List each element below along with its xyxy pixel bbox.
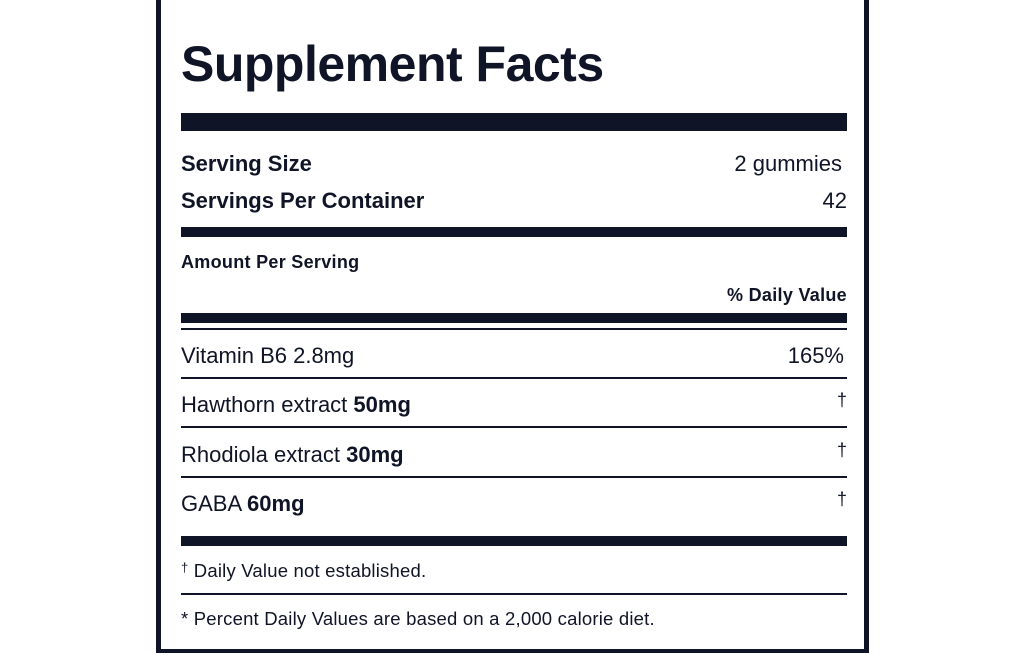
footnote-dagger: † Daily Value not established.: [181, 561, 426, 581]
ingredient-amount: 50mg: [353, 392, 411, 417]
daily-value-heading: % Daily Value: [727, 285, 847, 305]
footnote-percent-daily-values: * Percent Daily Values are based on a 2,…: [181, 608, 655, 629]
label-title: Supplement Facts: [181, 36, 604, 92]
serving-size-value: 2 gummies: [734, 151, 842, 176]
ingredient-dv-gaba: †: [836, 489, 847, 509]
servings-per-container-label: Servings Per Container: [181, 188, 425, 213]
dagger-symbol: †: [181, 560, 189, 575]
ingredient-dv-vitamin-b6: 165%: [787, 343, 844, 368]
ingredient-row-hawthorn: Hawthorn extract 50mg: [181, 394, 411, 416]
medium-divider: [181, 227, 847, 237]
row-divider: [181, 476, 847, 478]
ingredient-name: Vitamin B6 2.8mg: [181, 343, 355, 368]
row-divider: [181, 377, 847, 379]
ingredient-name: GABA: [181, 491, 248, 516]
thick-divider-ingredients: [181, 313, 847, 323]
ingredient-name: Rhodiola extract: [181, 442, 347, 467]
thick-divider-footnotes: [181, 536, 847, 546]
ingredient-name: Hawthorn extract: [181, 392, 354, 417]
thin-divider-ingredients: [181, 328, 847, 330]
ingredient-amount: 60mg: [247, 491, 305, 516]
ingredient-dv-rhodiola: †: [836, 440, 847, 460]
row-divider: [181, 426, 847, 428]
ingredient-row-vitamin-b6: Vitamin B6 2.8mg: [181, 345, 354, 367]
footnote-divider: [181, 593, 847, 595]
amount-per-serving-heading: Amount Per Serving: [181, 252, 360, 272]
ingredient-row-rhodiola: Rhodiola extract 30mg: [181, 444, 404, 466]
servings-per-container-value: 42: [822, 188, 847, 213]
ingredient-dv-hawthorn: †: [836, 390, 847, 410]
ingredient-amount: 30mg: [346, 442, 404, 467]
thick-divider-top: [181, 113, 847, 131]
supplement-facts-panel: Supplement Facts Serving Size 2 gummies …: [156, 0, 869, 653]
ingredient-row-gaba: GABA 60mg: [181, 493, 305, 515]
serving-size-label: Serving Size: [181, 151, 312, 176]
footnote-dagger-text: Daily Value not established.: [188, 560, 427, 581]
